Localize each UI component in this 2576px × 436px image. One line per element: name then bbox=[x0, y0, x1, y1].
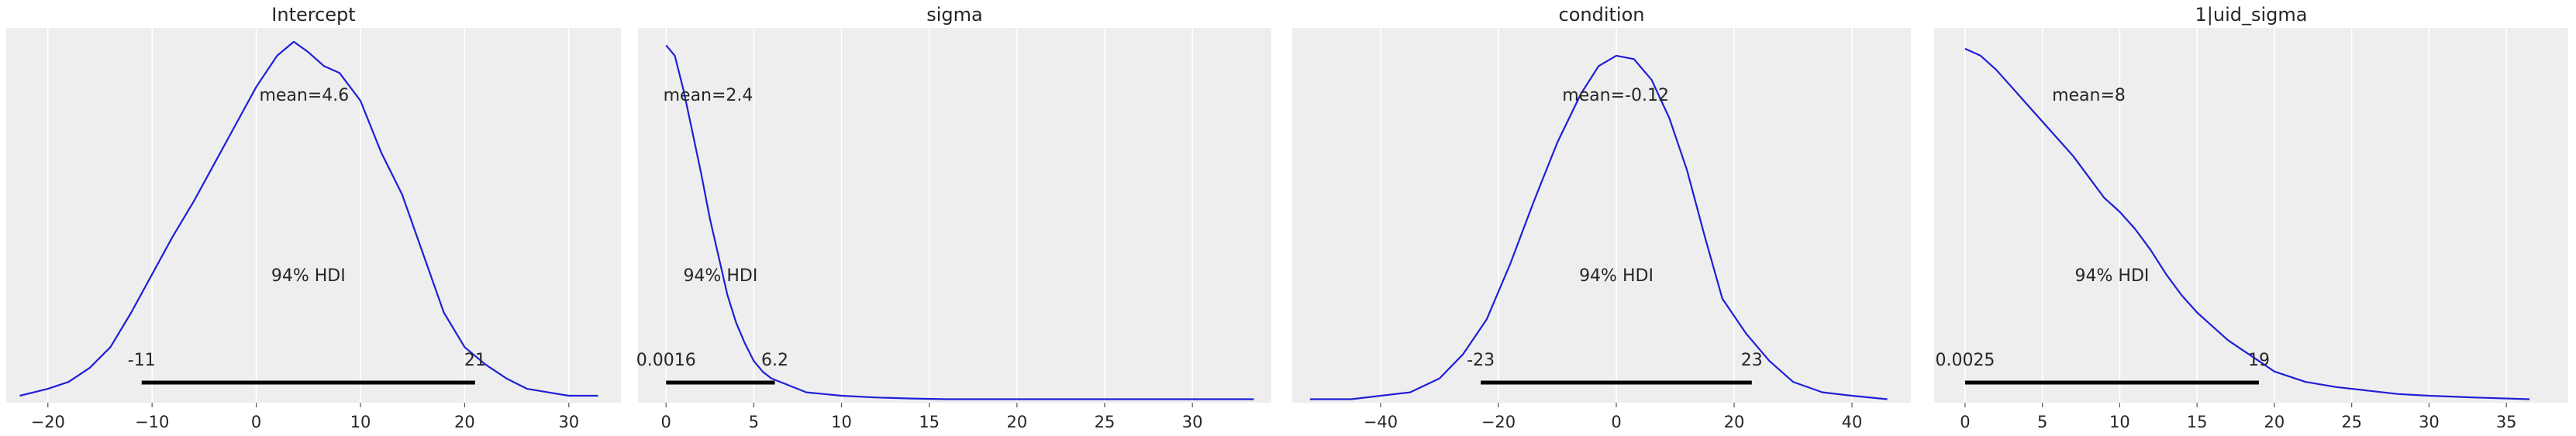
panel-title: 1|uid_sigma bbox=[2195, 4, 2308, 26]
x-tick-label: 5 bbox=[749, 413, 759, 431]
density-curve bbox=[19, 40, 598, 397]
panel-background bbox=[638, 28, 1271, 403]
x-tick-label: 20 bbox=[1006, 413, 1027, 431]
x-tick-label: 25 bbox=[1095, 413, 1116, 431]
x-tick-label: 40 bbox=[1842, 413, 1863, 431]
panel-title: condition bbox=[1559, 4, 1645, 26]
panel-background bbox=[1292, 28, 1911, 403]
x-tick-label: 15 bbox=[2187, 413, 2208, 431]
panel-1: −20 −10 0 10 20 30 Intercept mean=4.6 94% HDI -11… bbox=[6, 4, 621, 431]
density-curve bbox=[1964, 47, 2530, 400]
panel-title: Intercept bbox=[271, 4, 355, 26]
mean-label: mean=-0.12 bbox=[1562, 86, 1669, 105]
x-tick-label: 20 bbox=[1724, 413, 1745, 431]
x-tick-label: −20 bbox=[1481, 413, 1516, 431]
mean-label: mean=4.6 bbox=[259, 86, 349, 105]
density-curve bbox=[1309, 54, 1888, 400]
x-tick-label: 15 bbox=[919, 413, 940, 431]
mean-label: mean=8 bbox=[2052, 86, 2126, 105]
x-tick-label: 35 bbox=[2496, 413, 2517, 431]
x-tick-label: 0 bbox=[1611, 413, 1621, 431]
x-tick-label: 5 bbox=[2037, 413, 2047, 431]
hdi-upper-label: 23 bbox=[1741, 351, 1763, 370]
hdi-lower-label: -23 bbox=[1467, 351, 1495, 370]
hdi-label: 94% HDI bbox=[271, 266, 346, 286]
hdi-lower-label: 0.0016 bbox=[636, 351, 696, 370]
hdi-lower-label: 0.0025 bbox=[1935, 351, 1995, 370]
panel-2: 0 5 10 15 20 25 30 sigma mean=2.4 94% HDI 0.0016 6.… bbox=[636, 4, 1271, 431]
x-tick-label: 0 bbox=[1960, 413, 1970, 431]
x-tick-label: 10 bbox=[350, 413, 371, 431]
x-tick-label: 20 bbox=[454, 413, 475, 431]
hdi-label: 94% HDI bbox=[1579, 266, 1654, 286]
hdi-upper-label: 19 bbox=[2248, 351, 2270, 370]
x-tick-label: −20 bbox=[31, 413, 65, 431]
panel-background bbox=[1934, 28, 2568, 403]
x-tick-label: 30 bbox=[558, 413, 579, 431]
x-tick-label: 10 bbox=[831, 413, 852, 431]
x-tick-label: −40 bbox=[1364, 413, 1398, 431]
density-curve bbox=[665, 44, 1254, 400]
hdi-upper-label: 21 bbox=[464, 351, 486, 370]
x-tick-label: 20 bbox=[2264, 413, 2285, 431]
hdi-upper-label: 6.2 bbox=[761, 351, 788, 370]
x-tick-label: −10 bbox=[135, 413, 169, 431]
x-tick-label: 0 bbox=[251, 413, 261, 431]
x-tick-label: 0 bbox=[661, 413, 671, 431]
panel-4: 0 5 10 15 20 25 30 35 1|uid_sigma mean=8 94% HDI 0.… bbox=[1934, 4, 2568, 431]
panel-title: sigma bbox=[926, 4, 983, 26]
x-tick-label: 10 bbox=[2109, 413, 2130, 431]
hdi-lower-label: -11 bbox=[128, 351, 156, 370]
x-tick-label: 30 bbox=[2419, 413, 2440, 431]
hdi-label: 94% HDI bbox=[2075, 266, 2150, 286]
x-tick-label: 30 bbox=[1182, 413, 1203, 431]
x-tick-label: 25 bbox=[2341, 413, 2362, 431]
panel-3: −40 −20 0 20 40 condition mean=-0.12 94% HDI -23… bbox=[1292, 4, 1911, 431]
mean-label: mean=2.4 bbox=[664, 86, 753, 105]
panel-background bbox=[6, 28, 621, 403]
hdi-label: 94% HDI bbox=[683, 266, 757, 286]
